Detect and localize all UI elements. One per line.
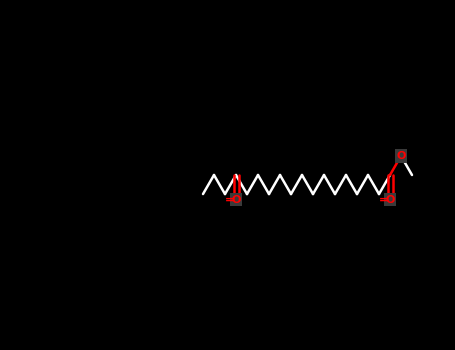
Text: O: O	[396, 151, 406, 161]
Text: O: O	[385, 195, 394, 205]
Text: =: =	[379, 195, 388, 205]
Text: O: O	[231, 195, 241, 205]
Text: =: =	[225, 195, 234, 205]
